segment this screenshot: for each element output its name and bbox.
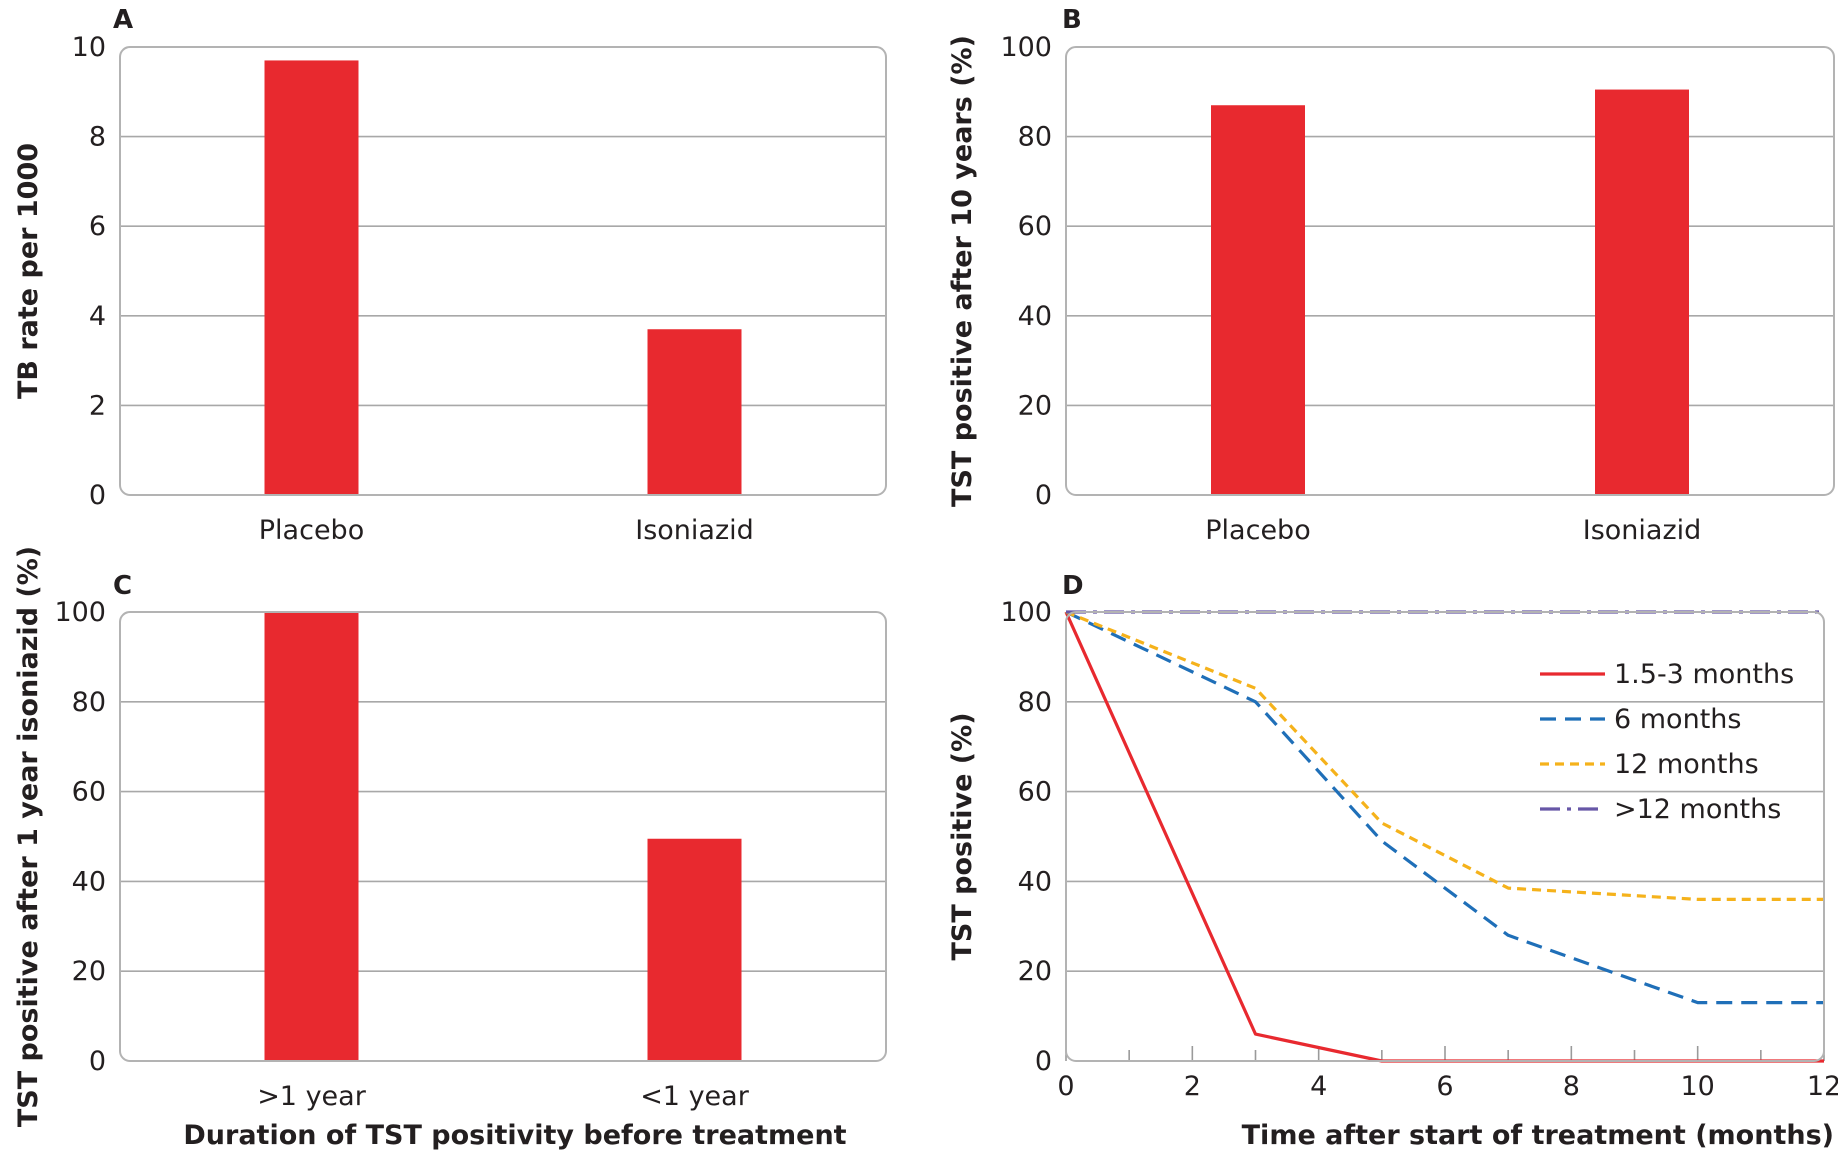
x-tick-label: 4 <box>1310 1071 1327 1102</box>
x-tick-label: Placebo <box>1205 515 1310 546</box>
y-tick-label: 60 <box>1018 211 1052 242</box>
x-tick-label: Isoniazid <box>635 515 754 546</box>
y-tick-label: 100 <box>1000 32 1052 63</box>
legend-entry-1: 1.5-3 months <box>1614 659 1794 690</box>
y-tick-label: 4 <box>89 301 106 332</box>
x-tick-label: >1 year <box>257 1081 367 1112</box>
panel-label-A: A <box>113 5 133 35</box>
y-tick-label: 2 <box>89 390 106 421</box>
x-axis-title: Duration of TST positivity before treatm… <box>183 1120 846 1151</box>
panel-C: C 0 20 40 60 80 100 >1 year <1 year TST positive … <box>13 546 887 1151</box>
legend: 1.5-3 months 6 months 12 months >12 months <box>1540 659 1794 825</box>
bar-C-1 <box>264 612 359 1061</box>
x-tick-label: <1 year <box>640 1081 750 1112</box>
x-tick-label: 0 <box>1057 1071 1074 1102</box>
x-tick-label: Isoniazid <box>1583 515 1702 546</box>
x-tick-label: Placebo <box>259 515 364 546</box>
y-tick-label: 20 <box>1018 390 1052 421</box>
x-tick-label: 2 <box>1184 1071 1201 1102</box>
y-axis-title: TB rate per 1000 <box>13 143 44 399</box>
y-tick-label: 80 <box>1018 122 1052 153</box>
y-axis-title: TST positive (%) <box>947 712 978 960</box>
bar-A-1 <box>264 60 359 495</box>
x-tick-label: 10 <box>1680 1071 1714 1102</box>
panel-label-C: C <box>113 571 132 601</box>
bar-A-2 <box>647 329 742 495</box>
series-line-3 <box>1065 610 1824 902</box>
y-tick-label: 40 <box>72 866 106 897</box>
y-tick-label: 10 <box>72 32 106 63</box>
legend-entry-4: >12 months <box>1614 794 1781 825</box>
plot-frame <box>119 46 887 496</box>
y-tick-label: 0 <box>1035 1046 1052 1077</box>
y-tick-label: 8 <box>89 122 106 153</box>
y-axis-title: TST positive after 10 years (%) <box>947 35 978 507</box>
x-tick-label: 8 <box>1563 1071 1580 1102</box>
y-tick-label: 40 <box>1018 866 1052 897</box>
y-tick-label: 80 <box>1018 687 1052 718</box>
x-tick-label: 12 <box>1807 1071 1838 1102</box>
panel-D: D 0 20 40 60 80 100 0 2 4 6 8 10 12 1.5-3 months 6 mont… <box>947 571 1838 1151</box>
plot-frame <box>1065 611 1825 1062</box>
x-tick-label: 6 <box>1436 1071 1453 1102</box>
y-tick-label: 20 <box>72 956 106 987</box>
legend-entry-3: 12 months <box>1614 749 1759 780</box>
y-tick-label: 80 <box>72 687 106 718</box>
bar-B-2 <box>1595 89 1689 495</box>
series-line-2 <box>1065 610 1824 1005</box>
y-tick-label: 100 <box>54 597 106 628</box>
plot-frame <box>119 611 887 1062</box>
legend-entry-2: 6 months <box>1614 704 1741 735</box>
y-tick-label: 60 <box>1018 777 1052 808</box>
x-axis-title: Time after start of treatment (months) <box>1242 1120 1834 1151</box>
y-tick-label: 6 <box>89 211 106 242</box>
y-axis-title: TST positive after 1 year isoniazid (%) <box>13 546 44 1127</box>
y-tick-label: 0 <box>89 1046 106 1077</box>
panel-label-B: B <box>1062 5 1082 35</box>
panel-label-D: D <box>1062 571 1084 601</box>
panel-B: B 0 20 40 60 80 100 Placebo Isoniazid TST positiv… <box>947 5 1835 546</box>
bar-C-2 <box>647 838 742 1061</box>
plot-frame <box>1065 46 1835 496</box>
y-tick-label: 0 <box>89 480 106 511</box>
y-tick-label: 100 <box>1000 597 1052 628</box>
y-tick-label: 60 <box>72 777 106 808</box>
y-tick-label: 0 <box>1035 480 1052 511</box>
bar-B-1 <box>1211 105 1305 496</box>
y-tick-label: 20 <box>1018 956 1052 987</box>
panel-A: A 0 2 4 6 8 10 Placebo Isoniazid TB rate per 1000 <box>13 5 887 546</box>
y-tick-label: 40 <box>1018 301 1052 332</box>
